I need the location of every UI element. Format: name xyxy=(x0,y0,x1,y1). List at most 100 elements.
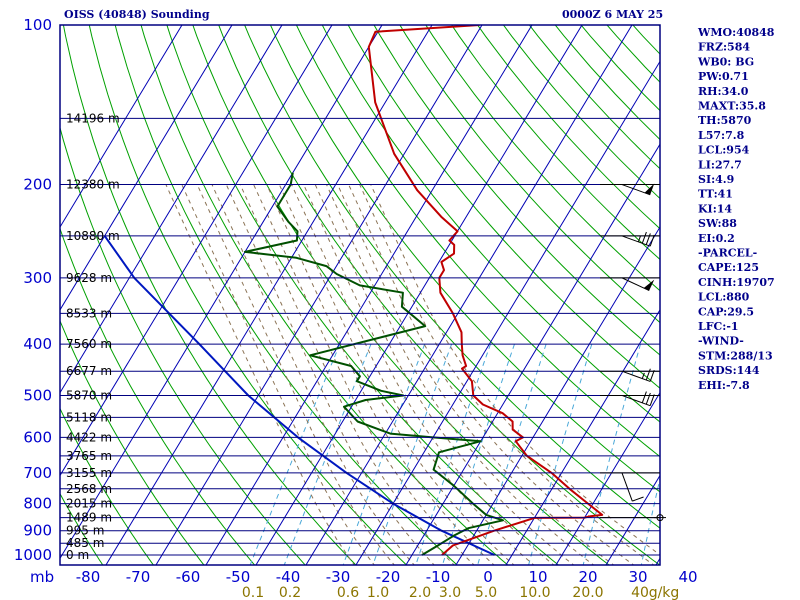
height-label: 1489 m xyxy=(66,511,112,525)
mixing-ratio-label: g/kg xyxy=(649,585,680,600)
index-line: TH:5870 xyxy=(698,114,752,127)
wind-barb-feather xyxy=(649,370,655,382)
height-label: 0 m xyxy=(66,548,89,562)
mixing-ratio-label: 40 xyxy=(631,585,649,600)
height-label: 12380 m xyxy=(66,178,120,192)
pressure-label: 600 xyxy=(23,428,52,446)
wind-barb-half-feather xyxy=(641,372,645,379)
isotherm xyxy=(555,391,660,565)
temperature-tick-label: 0 xyxy=(483,568,493,586)
temperature-tick-label: -80 xyxy=(76,568,101,586)
height-label: 14196 m xyxy=(66,111,120,125)
index-line: CAP:29.5 xyxy=(698,305,754,318)
index-line: CAPE:125 xyxy=(698,261,759,274)
mixing-ratio-label: 2.0 xyxy=(409,585,431,600)
moist-adiabat xyxy=(253,184,475,565)
temperature-tick-label: 10 xyxy=(528,568,547,586)
wind-barb-feather xyxy=(645,233,651,245)
pressure-label: 200 xyxy=(23,176,52,194)
isotherm xyxy=(505,308,660,565)
pressure-label: 800 xyxy=(23,495,52,513)
isotherm xyxy=(155,25,483,565)
temperature-tick-label: 30 xyxy=(628,568,647,586)
mixing-ratio-line xyxy=(372,343,453,565)
height-label: 3155 m xyxy=(66,466,112,480)
dry-adiabat xyxy=(60,319,205,565)
index-line: -WIND- xyxy=(698,335,744,348)
mixing-ratio-line xyxy=(477,343,547,565)
height-label: 7560 m xyxy=(66,337,112,351)
temperature-tick-label: -20 xyxy=(376,568,401,586)
moist-adiabat xyxy=(359,184,655,565)
isotherm xyxy=(60,25,383,560)
pressure-label: 500 xyxy=(23,386,52,404)
height-label: 10880 m xyxy=(66,229,120,243)
height-label: 9628 m xyxy=(66,271,112,285)
index-line: TT:41 xyxy=(698,188,733,201)
height-label: 6677 m xyxy=(66,364,112,378)
height-label: 5118 m xyxy=(66,410,112,424)
date-label: 0000Z 6 MAY 25 xyxy=(562,8,663,21)
mixing-ratio-label: 5.0 xyxy=(475,585,497,600)
height-label: 3765 m xyxy=(66,449,112,463)
temperature-tick-label: -30 xyxy=(326,568,351,586)
dewpoint-line xyxy=(244,172,504,556)
dry-adiabat xyxy=(60,492,104,565)
wind-barb-feather xyxy=(649,394,655,406)
index-line: WB0: BG xyxy=(697,55,754,68)
index-line: LCL:880 xyxy=(698,291,750,304)
mixing-ratio-label: 1.0 xyxy=(367,585,389,600)
wind-barb-shaft xyxy=(621,184,651,196)
index-line: STM:288/13 xyxy=(698,349,773,362)
moist-adiabat xyxy=(225,184,435,565)
moist-adiabat xyxy=(314,184,575,565)
wind-barb-feather xyxy=(641,391,647,404)
wind-barb-pennant xyxy=(644,183,655,195)
height-label: 8533 m xyxy=(66,306,112,320)
moist-adiabat xyxy=(337,184,615,565)
pressure-label: 100 xyxy=(23,16,52,34)
wind-barb-pennant xyxy=(643,279,655,291)
moist-adiabat xyxy=(370,184,660,556)
isotherm xyxy=(355,60,660,565)
wind-barb-shaft xyxy=(621,394,651,407)
index-line: SI:4.9 xyxy=(698,173,734,186)
mixing-ratio-line xyxy=(249,343,341,565)
temperature-tick-label: -50 xyxy=(226,568,251,586)
isotherm xyxy=(105,25,433,565)
index-line: MAXT:35.8 xyxy=(698,100,766,113)
moist-adiabat xyxy=(196,184,395,565)
index-line: EHI:-7.8 xyxy=(698,379,750,392)
isotherm xyxy=(405,143,660,565)
mixing-ratio-line xyxy=(582,343,641,565)
index-line: WMO:40848 xyxy=(697,26,775,39)
mixing-ratio-line xyxy=(283,343,372,565)
isotherm xyxy=(305,25,633,565)
height-label: 2015 m xyxy=(66,497,112,511)
isotherm xyxy=(60,25,183,229)
temperature-tick-label: 40 xyxy=(678,568,697,586)
pressure-label: 300 xyxy=(23,269,52,287)
wind-barb-shaft xyxy=(621,277,650,292)
height-label: 4422 m xyxy=(66,430,112,444)
pressure-label: 900 xyxy=(23,522,52,540)
pressure-grid xyxy=(59,24,661,566)
pressure-label: 400 xyxy=(23,335,52,353)
moist-adiabat xyxy=(266,184,495,565)
moist-adiabat xyxy=(291,184,535,565)
temperature-line xyxy=(367,25,604,556)
index-line: EI:0.2 xyxy=(698,232,735,245)
mixing-ratio-label: 0.6 xyxy=(337,585,359,600)
mixing-ratio-line xyxy=(528,343,593,565)
height-label: 995 m xyxy=(66,524,104,538)
moist-adiabat xyxy=(303,184,555,565)
isotherm xyxy=(60,25,233,311)
index-line: KI:14 xyxy=(698,202,732,215)
isotherm xyxy=(255,25,583,565)
wind-barb-feather xyxy=(641,231,647,244)
height-label: 5870 m xyxy=(66,388,112,402)
mixing-ratio-line xyxy=(342,343,426,565)
wind-barbs xyxy=(600,183,666,522)
